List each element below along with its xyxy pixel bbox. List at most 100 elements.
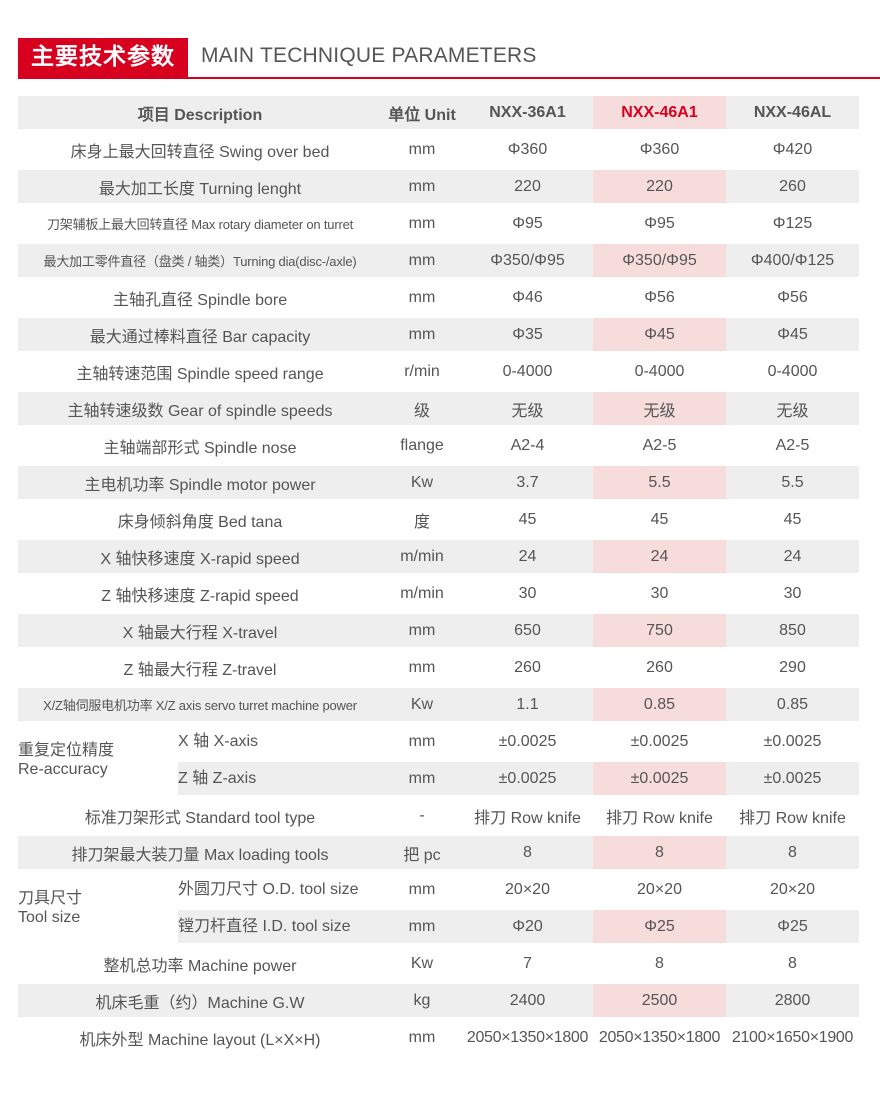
param-value: Φ35 bbox=[462, 318, 593, 351]
param-name: Z 轴最大行程 Z-travel bbox=[123, 661, 277, 679]
param-value: 45 bbox=[518, 510, 537, 528]
column-header-model-highlighted: NXX-46A1 bbox=[593, 96, 726, 129]
param-value: 290 bbox=[779, 658, 806, 676]
param-value: 0-4000 bbox=[502, 362, 553, 380]
param-value-highlighted: Φ350/Φ95 bbox=[593, 244, 726, 277]
param-unit: flange bbox=[400, 436, 444, 454]
param-value: A2-5 bbox=[775, 436, 810, 454]
table-row: 刀具尺寸 Tool size 外圆刀尺寸 O.D. tool size 镗刀杆直… bbox=[18, 873, 859, 943]
param-unit: - bbox=[419, 806, 425, 824]
param-unit: mm bbox=[382, 170, 462, 203]
group-label-en: Tool size bbox=[18, 909, 81, 926]
column-header-model: NXX-36A1 bbox=[462, 96, 593, 129]
param-value: A2-4 bbox=[510, 436, 545, 454]
param-unit: m/min bbox=[400, 584, 444, 602]
param-value: 排刀 Row knife bbox=[739, 809, 846, 827]
table-row: 床身上最大回转直径 Swing over bed mm Φ360 Φ360 Φ4… bbox=[18, 133, 859, 166]
table-row: 最大通过棒料直径 Bar capacity mm Φ35 Φ45 Φ45 bbox=[18, 318, 859, 351]
table-row: 主轴孔直径 Spindle bore mm Φ46 Φ56 Φ56 bbox=[18, 281, 859, 314]
param-name: 床身上最大回转直径 Swing over bed bbox=[70, 143, 330, 161]
param-name: 主轴孔直径 Spindle bore bbox=[112, 291, 288, 309]
param-value: 220 bbox=[462, 170, 593, 203]
param-value: 260 bbox=[514, 658, 541, 676]
param-group-name: 重复定位精度 Re-accuracy X 轴 X-axis Z 轴 Z-axis bbox=[18, 725, 382, 795]
param-value: Φ25 bbox=[726, 910, 859, 943]
param-value: 7 bbox=[523, 954, 532, 972]
param-value-highlighted: 无级 bbox=[593, 392, 726, 425]
param-value: Φ20 bbox=[462, 910, 593, 943]
param-value: Φ360 bbox=[507, 140, 548, 158]
param-unit: Kw bbox=[382, 466, 462, 499]
param-value: Φ350/Φ95 bbox=[462, 244, 593, 277]
param-unit: kg bbox=[382, 984, 462, 1017]
table-row: 排刀架最大装刀量 Max loading tools 把 pc 8 8 8 bbox=[18, 836, 859, 869]
param-value: 8 bbox=[726, 836, 859, 869]
table-row: X 轴最大行程 X-travel mm 650 750 850 bbox=[18, 614, 859, 647]
param-value-highlighted: Φ45 bbox=[593, 318, 726, 351]
group-label-en: Re-accuracy bbox=[18, 761, 108, 778]
param-value: Φ56 bbox=[777, 288, 808, 306]
param-value: Φ45 bbox=[726, 318, 859, 351]
param-value: ±0.0025 bbox=[763, 732, 822, 750]
param-name: X 轴快移速度 X-rapid speed bbox=[18, 540, 382, 573]
param-name: X/Z轴伺服电机功率 X/Z axis servo turret machine… bbox=[18, 688, 382, 721]
section-title-en: MAIN TECHNIQUE PARAMETERS bbox=[201, 44, 537, 67]
param-value: 2800 bbox=[726, 984, 859, 1017]
param-sub-name: X 轴 X-axis bbox=[178, 733, 259, 750]
table-row: 最大加工零件直径（盘类 / 轴类）Turning dia(disc-/axle)… bbox=[18, 244, 859, 277]
param-value-highlighted: 24 bbox=[593, 540, 726, 573]
param-sub-name: Z 轴 Z-axis bbox=[178, 762, 382, 795]
param-value: ±0.0025 bbox=[462, 762, 593, 795]
param-name: 主轴端部形式 Spindle nose bbox=[103, 439, 297, 457]
param-name: 标准刀架形式 Standard tool type bbox=[84, 809, 316, 827]
param-unit: mm bbox=[382, 244, 462, 277]
param-unit: r/min bbox=[404, 362, 440, 380]
param-value: 无级 bbox=[462, 392, 593, 425]
param-value: 5.5 bbox=[726, 466, 859, 499]
param-name: 最大加工长度 Turning lenght bbox=[18, 170, 382, 203]
param-unit: mm bbox=[408, 658, 436, 676]
param-value: 850 bbox=[726, 614, 859, 647]
param-unit: mm bbox=[408, 288, 436, 306]
table-row: 整机总功率 Machine power Kw 7 8 8 bbox=[18, 947, 859, 980]
param-value-highlighted: ±0.0025 bbox=[630, 732, 689, 750]
param-value-highlighted: A2-5 bbox=[642, 436, 677, 454]
group-label-cn: 重复定位精度 bbox=[18, 742, 115, 759]
param-value: 650 bbox=[462, 614, 593, 647]
param-name: 主轴转速范围 Spindle speed range bbox=[76, 365, 324, 383]
param-name: Z 轴快移速度 Z-rapid speed bbox=[101, 587, 299, 605]
param-unit: Kw bbox=[382, 688, 462, 721]
param-name: 机床外型 Machine layout (L×X×H) bbox=[79, 1031, 321, 1049]
param-sub-name: 镗刀杆直径 I.D. tool size bbox=[178, 910, 382, 943]
param-value-highlighted: Φ25 bbox=[593, 910, 726, 943]
param-value: Φ46 bbox=[512, 288, 543, 306]
param-name: 主电机功率 Spindle motor power bbox=[18, 466, 382, 499]
table-row: 最大加工长度 Turning lenght mm 220 220 260 bbox=[18, 170, 859, 203]
param-value: 45 bbox=[783, 510, 802, 528]
param-value-highlighted: 750 bbox=[593, 614, 726, 647]
param-unit: mm bbox=[408, 140, 436, 158]
param-sub-name: 外圆刀尺寸 O.D. tool size bbox=[178, 881, 359, 898]
param-value: 8 bbox=[462, 836, 593, 869]
table-row: mm Φ20 Φ25 Φ25 bbox=[18, 910, 859, 943]
param-value: 无级 bbox=[726, 392, 859, 425]
param-unit: mm bbox=[408, 1028, 436, 1046]
param-value-highlighted: 5.5 bbox=[593, 466, 726, 499]
param-value: 2100×1650×1900 bbox=[731, 1028, 854, 1046]
table-row: 标准刀架形式 Standard tool type - 排刀 Row knife… bbox=[18, 799, 859, 832]
param-name: 主轴转速级数 Gear of spindle speeds bbox=[18, 392, 382, 425]
param-value-highlighted: 排刀 Row knife bbox=[606, 809, 713, 827]
table-row: 主轴端部形式 Spindle nose flange A2-4 A2-5 A2-… bbox=[18, 429, 859, 462]
param-value-highlighted: 2500 bbox=[593, 984, 726, 1017]
param-group-name: 刀具尺寸 Tool size 外圆刀尺寸 O.D. tool size 镗刀杆直… bbox=[18, 873, 382, 943]
param-value: 20×20 bbox=[505, 880, 550, 898]
param-name: 最大通过棒料直径 Bar capacity bbox=[18, 318, 382, 351]
param-value-highlighted: 220 bbox=[593, 170, 726, 203]
param-value: 2400 bbox=[462, 984, 593, 1017]
param-name: 整机总功率 Machine power bbox=[103, 957, 297, 975]
param-value-highlighted: 0-4000 bbox=[634, 362, 685, 380]
param-value: ±0.0025 bbox=[726, 762, 859, 795]
param-name: 机床毛重（约）Machine G.W bbox=[18, 984, 382, 1017]
table-row: 主电机功率 Spindle motor power Kw 3.7 5.5 5.5 bbox=[18, 466, 859, 499]
table-row: Z 轴快移速度 Z-rapid speed m/min 30 30 30 bbox=[18, 577, 859, 610]
